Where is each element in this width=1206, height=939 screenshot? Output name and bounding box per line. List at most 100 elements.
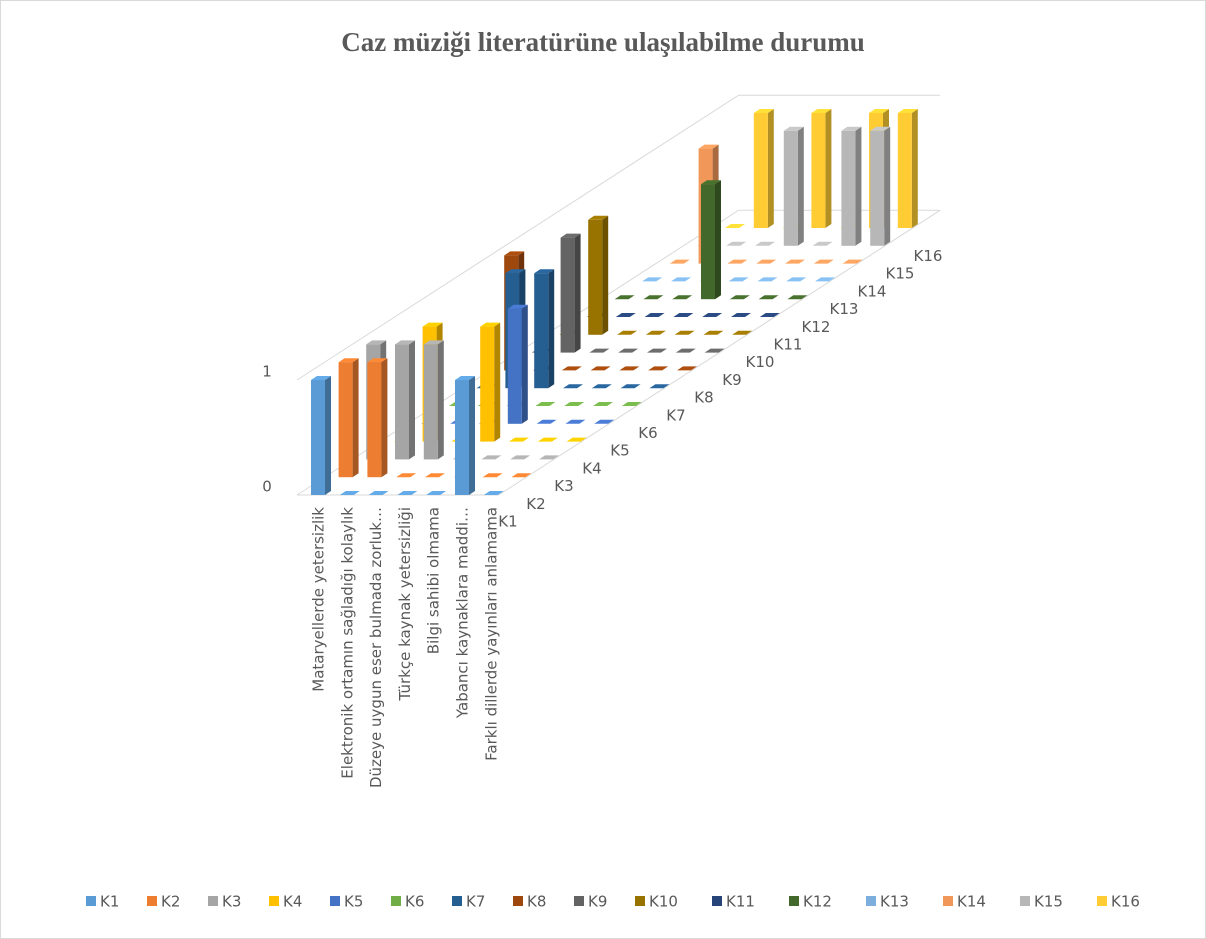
bar-side <box>381 358 388 478</box>
bar <box>815 277 835 282</box>
bar-top <box>649 384 670 389</box>
bar-top <box>537 437 558 442</box>
bar-top <box>483 491 504 495</box>
bar <box>423 340 444 460</box>
bar <box>728 277 749 282</box>
bar <box>510 455 531 460</box>
bar <box>704 348 725 353</box>
bar <box>591 384 612 389</box>
bar-top <box>647 348 667 353</box>
bar-front <box>338 362 353 478</box>
bar-top <box>505 269 526 274</box>
legend-label: K7 <box>466 893 485 911</box>
bar-side <box>469 376 475 495</box>
bar-top <box>423 340 444 345</box>
bar <box>755 241 775 246</box>
legend-label: K8 <box>527 893 546 911</box>
bar-top <box>619 366 640 371</box>
bar-top <box>675 348 696 353</box>
bar-front <box>811 113 826 228</box>
bar <box>339 491 360 495</box>
bar <box>783 126 804 246</box>
bar-top <box>726 241 747 246</box>
bar <box>455 376 475 495</box>
legend-swatch <box>452 896 462 906</box>
legend-label: K4 <box>283 893 302 911</box>
legend-label: K10 <box>649 893 678 911</box>
bar-top <box>759 313 780 317</box>
bar <box>756 259 777 264</box>
bar <box>729 295 750 300</box>
bar <box>620 384 641 389</box>
x-tick-label: Yabancı kaynaklara maddi… <box>454 507 472 719</box>
bar-side <box>325 376 331 495</box>
bar-top <box>396 473 417 478</box>
bar <box>368 491 389 495</box>
bar-top <box>311 376 331 380</box>
bar <box>590 366 611 371</box>
depth-tick-label: K6 <box>638 424 657 442</box>
bar-top <box>785 259 805 264</box>
legend-swatch <box>513 896 523 906</box>
bar-top <box>564 402 585 406</box>
legend-label: K16 <box>1111 893 1140 911</box>
bar-side <box>855 126 862 246</box>
bar-top <box>617 330 637 335</box>
bar <box>425 473 445 478</box>
bar <box>507 304 528 424</box>
bar <box>753 109 774 228</box>
depth-tick-label: K16 <box>914 247 943 265</box>
depth-tick-label: K14 <box>858 282 887 300</box>
bar-top <box>869 109 889 113</box>
legend-swatch <box>86 896 96 906</box>
bar <box>643 295 664 300</box>
bar-top <box>729 295 750 300</box>
bar-side <box>884 126 891 246</box>
bar <box>561 366 582 371</box>
legend-swatch <box>1097 896 1107 906</box>
bar-top <box>615 313 636 317</box>
legend-label: K1 <box>100 893 119 911</box>
bar-top <box>753 109 774 113</box>
y-tick-label: 1 <box>262 363 272 381</box>
floor-edge <box>498 209 941 496</box>
legend-swatch <box>269 896 279 906</box>
bar <box>483 491 504 495</box>
legend-label: K6 <box>405 893 424 911</box>
bar-top <box>536 419 557 424</box>
y-tick-label: 0 <box>262 478 272 496</box>
bar-top <box>725 224 745 228</box>
bar-side <box>521 304 528 424</box>
bar <box>673 313 694 317</box>
bar-side <box>715 180 721 300</box>
bar-top <box>425 473 445 478</box>
bar-side <box>352 358 359 478</box>
bar <box>565 419 586 424</box>
bar <box>537 437 558 442</box>
bar <box>589 348 610 353</box>
bar <box>338 358 359 478</box>
bar <box>672 295 693 300</box>
bar-top <box>787 295 808 300</box>
bar-top <box>648 366 669 371</box>
bar-side <box>548 269 555 389</box>
bar-top <box>702 313 723 317</box>
bar-side <box>574 233 581 353</box>
bar <box>841 126 862 246</box>
bar <box>645 330 666 335</box>
legend-swatch <box>866 896 876 906</box>
legend-label: K5 <box>344 893 363 911</box>
x-tick-label: Mataryellerde yetersizlik <box>310 507 328 692</box>
bar-front <box>367 362 382 478</box>
depth-tick-label: K5 <box>610 442 629 460</box>
depth-tick-label: K15 <box>886 265 915 283</box>
x-tick-label: Bilgi sahibi olmama <box>425 507 443 654</box>
bar-top <box>339 491 360 495</box>
bar <box>426 491 447 495</box>
bar-top <box>591 384 612 389</box>
legend-swatch <box>574 896 584 906</box>
depth-tick-label: K12 <box>802 318 831 336</box>
bar <box>813 259 834 264</box>
bar-top <box>703 330 724 335</box>
bar-top <box>756 259 777 264</box>
